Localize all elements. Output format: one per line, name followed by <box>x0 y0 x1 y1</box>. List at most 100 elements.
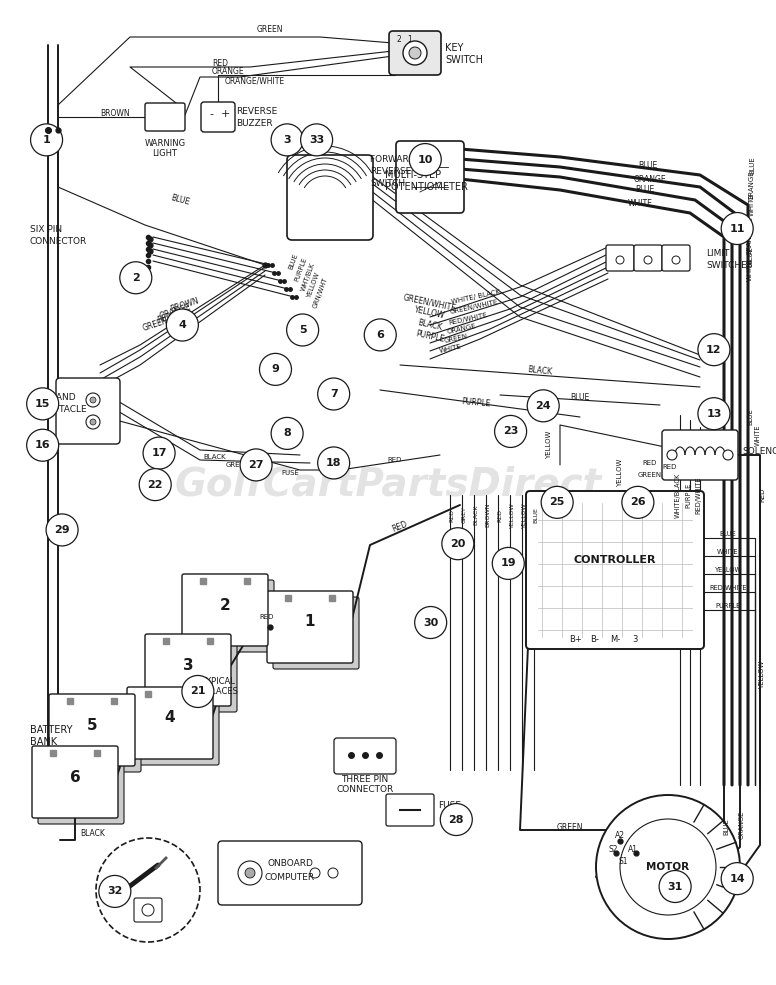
Text: 2: 2 <box>220 598 230 613</box>
Text: -: - <box>209 109 213 119</box>
Text: BLUE: BLUE <box>747 409 753 426</box>
Circle shape <box>90 397 96 403</box>
Circle shape <box>300 124 333 156</box>
Circle shape <box>271 418 303 449</box>
Text: SOLENOID: SOLENOID <box>742 446 776 455</box>
Text: 1: 1 <box>407 34 412 43</box>
Text: PURPLE: PURPLE <box>294 256 308 282</box>
Text: RED: RED <box>643 460 657 466</box>
Text: RED: RED <box>260 614 274 620</box>
Text: 22: 22 <box>147 480 163 490</box>
Text: WHITE: WHITE <box>747 259 753 282</box>
Text: M-: M- <box>610 634 620 643</box>
Text: WHITE: WHITE <box>717 549 739 555</box>
Text: GREEN: GREEN <box>638 472 662 478</box>
Circle shape <box>698 398 730 429</box>
Text: 31: 31 <box>667 882 683 891</box>
FancyBboxPatch shape <box>134 898 162 922</box>
Text: ONBOARD: ONBOARD <box>267 859 313 868</box>
Text: SWITCH: SWITCH <box>445 55 483 65</box>
Text: FUSE: FUSE <box>281 470 299 476</box>
Text: ORANGE/WHITE: ORANGE/WHITE <box>225 77 285 86</box>
Text: BLACK: BLACK <box>473 504 479 525</box>
Text: SIX PIN: SIX PIN <box>30 225 62 233</box>
Circle shape <box>723 450 733 460</box>
Text: 9: 9 <box>272 364 279 374</box>
Circle shape <box>622 487 654 518</box>
Text: BROWN: BROWN <box>169 296 200 314</box>
Text: 27: 27 <box>248 460 264 470</box>
Text: POTENTIOMETER: POTENTIOMETER <box>385 182 468 192</box>
Text: ORANGE: ORANGE <box>158 302 192 321</box>
FancyBboxPatch shape <box>334 738 396 774</box>
FancyBboxPatch shape <box>38 752 124 824</box>
Text: 7: 7 <box>330 389 338 399</box>
Text: 4: 4 <box>165 710 175 726</box>
Text: B-: B- <box>591 634 599 643</box>
Circle shape <box>644 256 652 264</box>
Circle shape <box>310 868 320 878</box>
Text: YELLOW: YELLOW <box>510 502 514 528</box>
Text: YELLOW: YELLOW <box>414 305 446 321</box>
Text: YELLOW: YELLOW <box>521 502 526 528</box>
Circle shape <box>440 804 473 835</box>
Circle shape <box>492 548 525 579</box>
Text: GolfCartPartsDirect: GolfCartPartsDirect <box>175 466 601 504</box>
Circle shape <box>442 528 474 559</box>
Text: WHITE/BLACK: WHITE/BLACK <box>675 473 681 518</box>
Circle shape <box>86 415 100 429</box>
Circle shape <box>409 144 442 175</box>
Text: 5: 5 <box>299 325 307 335</box>
Circle shape <box>182 676 214 707</box>
Text: 4: 4 <box>178 320 186 330</box>
Text: RED: RED <box>212 58 228 68</box>
Text: 18: 18 <box>326 458 341 468</box>
Text: GREY: GREY <box>462 506 466 523</box>
Text: PURPLE: PURPLE <box>415 330 445 345</box>
Text: BATTERY: BATTERY <box>30 725 72 735</box>
Text: CONNECTOR: CONNECTOR <box>30 236 87 245</box>
Text: BLUE: BLUE <box>169 193 190 207</box>
Text: +: + <box>220 109 230 119</box>
Text: RED: RED <box>759 488 765 502</box>
Text: RED/WHITE: RED/WHITE <box>448 312 488 326</box>
Text: 21: 21 <box>190 687 206 696</box>
FancyBboxPatch shape <box>127 687 213 759</box>
Text: ORANGE: ORANGE <box>739 811 745 839</box>
Text: GREEN: GREEN <box>444 334 469 345</box>
Text: BLUE: BLUE <box>570 392 590 402</box>
Text: RECEPTACLE: RECEPTACLE <box>30 406 87 415</box>
Text: A1: A1 <box>628 844 638 853</box>
Text: 17: 17 <box>151 448 167 458</box>
FancyBboxPatch shape <box>182 574 268 646</box>
Text: 3: 3 <box>283 135 291 145</box>
Text: B+: B+ <box>569 634 581 643</box>
Text: ORANGE: ORANGE <box>749 170 755 200</box>
Text: THREE PIN: THREE PIN <box>341 775 389 784</box>
Text: ORANGE: ORANGE <box>447 323 477 335</box>
Text: LIMIT: LIMIT <box>706 249 729 258</box>
FancyBboxPatch shape <box>32 746 118 818</box>
Text: 19: 19 <box>501 558 516 568</box>
Circle shape <box>721 863 753 894</box>
Text: BROWN: BROWN <box>100 108 130 117</box>
Text: BROWN: BROWN <box>486 502 490 527</box>
Text: 10: 10 <box>417 155 433 164</box>
Circle shape <box>86 393 100 407</box>
Text: YELLOW: YELLOW <box>759 661 765 690</box>
Circle shape <box>90 419 96 425</box>
Circle shape <box>142 904 154 916</box>
FancyBboxPatch shape <box>662 245 690 271</box>
Text: WHITE: WHITE <box>755 425 761 446</box>
FancyBboxPatch shape <box>201 102 235 132</box>
Text: BUZZER: BUZZER <box>236 119 272 128</box>
Text: BLUE: BLUE <box>723 819 729 835</box>
Text: WHITE: WHITE <box>749 194 755 217</box>
Circle shape <box>30 124 63 156</box>
Circle shape <box>317 378 350 410</box>
Circle shape <box>403 41 427 65</box>
Text: BLUE: BLUE <box>719 531 736 537</box>
Text: BLACK: BLACK <box>527 365 553 377</box>
Text: BLUE: BLUE <box>747 246 753 264</box>
FancyBboxPatch shape <box>145 103 185 131</box>
